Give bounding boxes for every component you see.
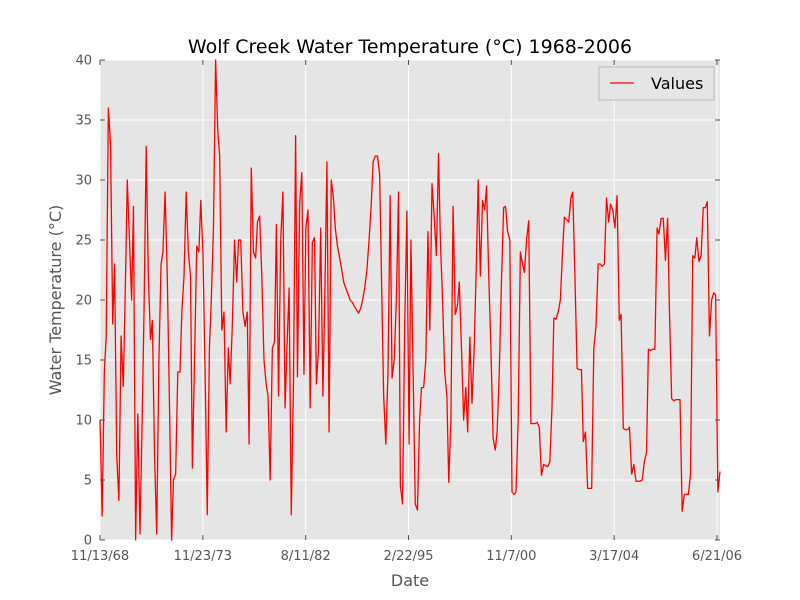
ticks bbox=[99, 59, 720, 541]
x-tick-label: 11/23/73 bbox=[174, 549, 232, 564]
x-tick-label: 6/21/06 bbox=[692, 549, 742, 564]
y-tick-label: 15 bbox=[75, 354, 92, 369]
tick-labels: 0 5 10 15 20 25 30 35 40 11/13/68 11/23/73 8/11/82 2… bbox=[71, 54, 742, 565]
series-line-values bbox=[99, 59, 721, 541]
series-layer bbox=[99, 59, 721, 541]
x-tick-label: 8/11/82 bbox=[281, 549, 331, 564]
legend: Values bbox=[598, 66, 715, 101]
x-tick-label: 3/17/04 bbox=[589, 549, 639, 564]
x-axis-title: Date bbox=[391, 571, 429, 590]
y-tick-label: 20 bbox=[75, 294, 92, 309]
y-tick-label: 10 bbox=[75, 414, 92, 429]
y-tick-label: 25 bbox=[75, 234, 92, 249]
x-tick-label: 11/13/68 bbox=[71, 549, 129, 564]
x-tick-label: 11/7/00 bbox=[486, 549, 536, 564]
y-tick-label: 30 bbox=[75, 174, 92, 189]
x-tick-label: 2/22/95 bbox=[383, 549, 433, 564]
y-tick-label: 40 bbox=[75, 54, 92, 69]
legend-label-values: Values bbox=[651, 74, 703, 93]
y-tick-label: 5 bbox=[84, 474, 92, 489]
chart-title: Wolf Creek Water Temperature (°C) 1968-2… bbox=[188, 36, 632, 58]
y-tick-label: 0 bbox=[84, 534, 92, 549]
y-axis-title: Water Temperature (°C) bbox=[46, 205, 65, 395]
y-tick-label: 35 bbox=[75, 114, 92, 129]
